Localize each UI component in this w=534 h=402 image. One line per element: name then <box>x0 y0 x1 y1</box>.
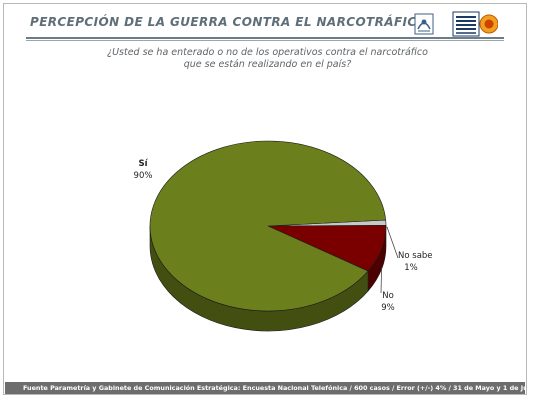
pie-leader-no <box>380 267 382 294</box>
institution-logo-icon <box>452 11 498 37</box>
pie-value-no: 9% <box>381 303 395 313</box>
government-seal-icon <box>414 13 434 35</box>
source-footer: Fuente Parametría y Gabinete de Comunica… <box>5 382 525 394</box>
title-rule-secondary <box>26 40 504 41</box>
pie-value-si: 90% <box>134 171 153 181</box>
chart-question: ¿Usted se ha enterado o no de los operat… <box>90 47 445 71</box>
pie-labels: Sí 90% No sabe 1% No 9% <box>134 159 433 313</box>
institution-logo <box>452 11 498 37</box>
pie-value-no-sabe: 1% <box>404 263 418 273</box>
pie-slices <box>149 140 387 312</box>
slide-title: PERCEPCIÓN DE LA GUERRA CONTRA EL NARCOT… <box>30 15 428 29</box>
pie-label-si: Sí <box>138 159 148 169</box>
pie-label-no-sabe: No sabe <box>398 251 433 261</box>
government-logo <box>412 11 436 37</box>
pie-slice-sí <box>149 140 387 312</box>
pie-label-no: No <box>382 291 394 301</box>
chart-question-line-2: que se están realizando en el país? <box>183 59 352 70</box>
chart-question-line-1: ¿Usted se ha enterado o no de los operat… <box>107 47 428 58</box>
pie-leader-no-sabe <box>386 226 399 259</box>
title-rule <box>26 37 504 39</box>
